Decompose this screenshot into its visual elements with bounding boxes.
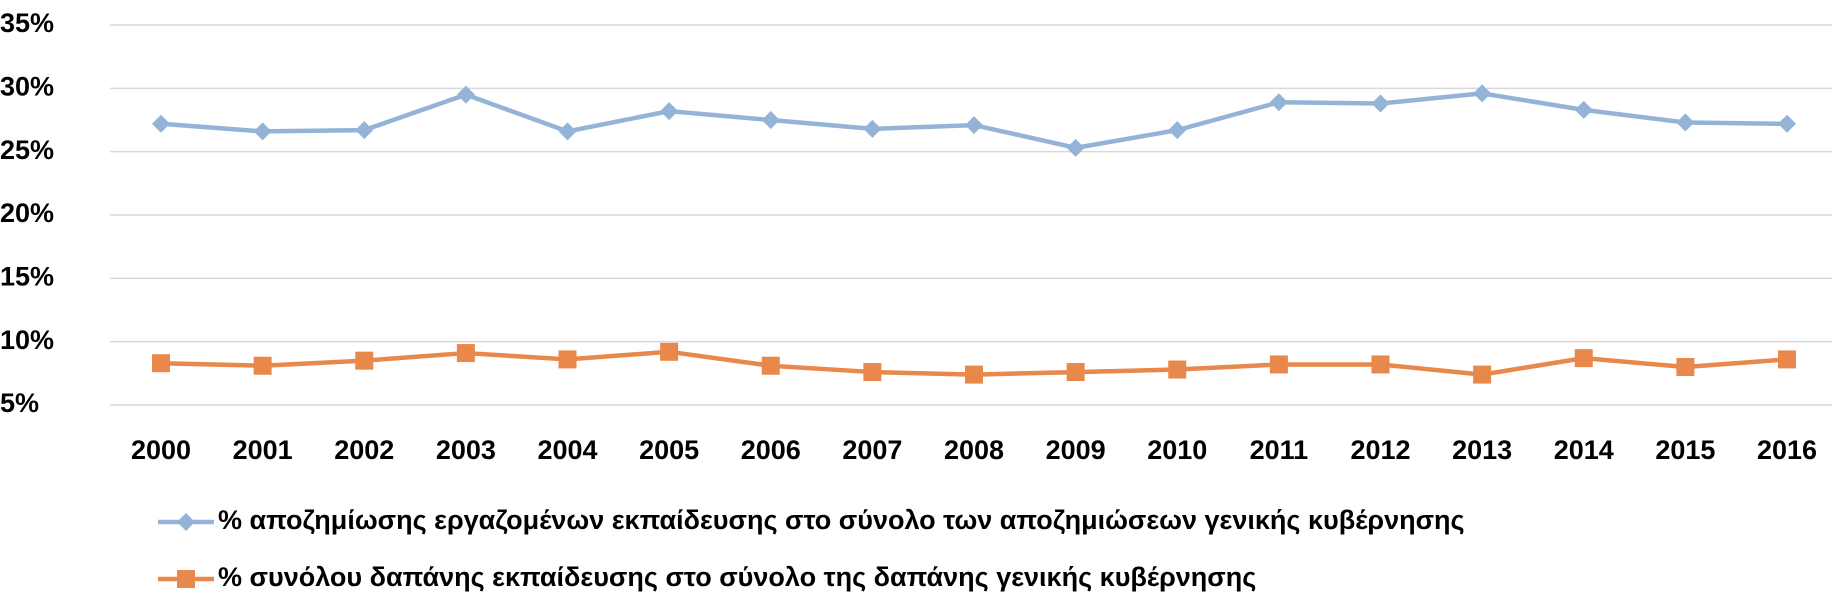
data-point [1066,363,1085,382]
x-tick-label: 2011 [1250,435,1309,465]
data-point [863,119,882,138]
data-point [1168,121,1187,140]
data-point [558,122,577,141]
x-tick-label: 2014 [1554,435,1614,465]
y-tick-label: 35% [0,8,54,38]
y-tick-label: 15% [0,261,54,291]
data-point [1473,84,1492,103]
data-point [660,342,679,361]
data-point [1574,349,1593,368]
y-tick-label: 5% [0,388,39,418]
x-tick-label: 2006 [741,435,801,465]
x-tick-label: 2004 [537,435,597,465]
data-point [1574,100,1593,119]
x-tick-label: 2013 [1452,435,1512,465]
data-point [1473,365,1492,384]
data-point [1371,355,1390,374]
data-point [1778,350,1796,369]
data-point [456,344,475,363]
data-point [863,363,882,382]
data-point [355,121,374,140]
x-tick-label: 2010 [1147,435,1207,465]
x-tick-label: 2007 [842,435,902,465]
data-point [660,102,679,121]
data-point [253,122,272,141]
x-tick-label: 2009 [1046,435,1106,465]
x-tick-label: 2000 [131,435,191,465]
x-tick-label: 2012 [1350,435,1410,465]
data-point [965,116,983,135]
legend-label: % αποζημίωσης εργαζομένων εκπαίδευσης στ… [218,505,1465,535]
x-tick-label: 2016 [1757,435,1817,465]
data-point [1676,358,1695,376]
x-tick-label: 2008 [944,435,1004,465]
data-point [253,356,272,375]
y-tick-label: 30% [0,71,54,101]
data-point [1269,93,1288,112]
x-tick-label: 2003 [436,435,496,465]
legend-marker [177,570,195,588]
x-tick-label: 2015 [1655,435,1715,465]
data-point [1269,355,1288,374]
data-point [355,351,374,370]
x-tick-label: 2002 [334,435,394,465]
y-tick-label: 10% [0,325,54,355]
data-point [761,356,780,375]
data-point [152,354,170,373]
x-tick-label: 2001 [233,435,293,465]
legend-label: % συνόλου δαπάνης εκπαίδευσης στο σύνολο… [218,562,1256,592]
data-point [761,111,780,129]
data-point [965,365,983,384]
legend-marker [177,513,195,531]
y-tick-label: 25% [0,135,54,165]
data-point [1168,360,1187,379]
data-point [1676,113,1695,132]
data-point [1066,138,1085,157]
data-point [1371,94,1390,113]
y-tick-label: 20% [0,198,54,228]
data-point [152,114,170,133]
data-point [1778,114,1796,133]
data-point [456,85,475,104]
x-tick-label: 2005 [639,435,699,465]
data-point [558,350,577,369]
